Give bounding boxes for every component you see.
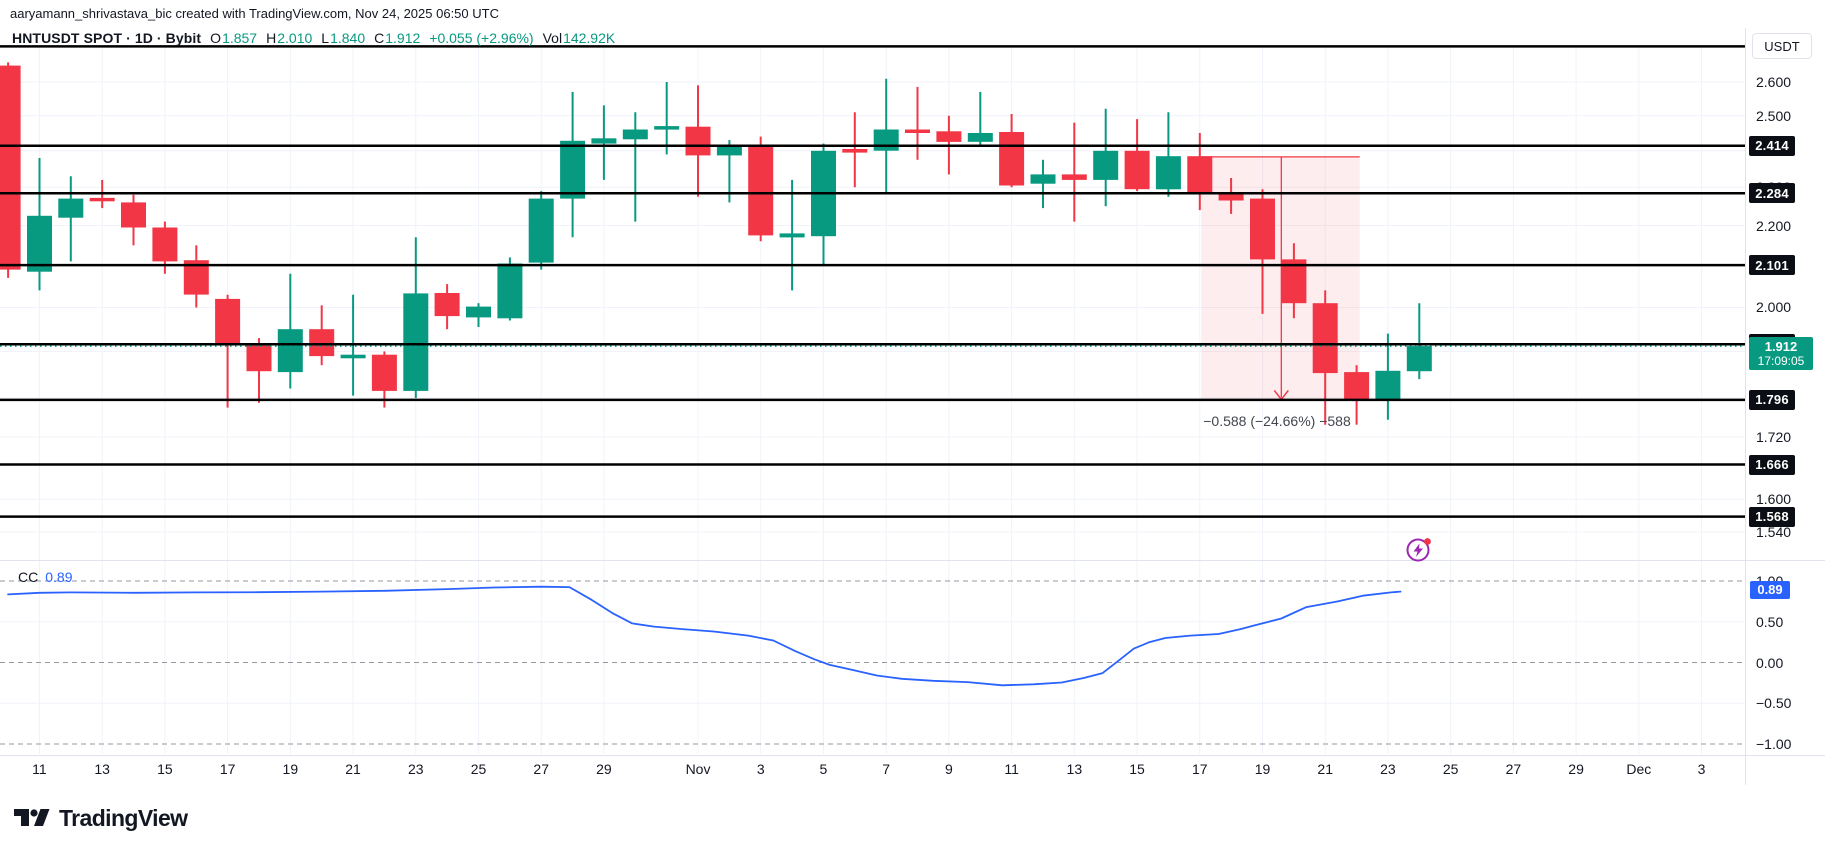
change-value: +0.055 (+2.96%) xyxy=(429,30,534,46)
candle xyxy=(1250,198,1275,260)
tradingview-logo-mark xyxy=(14,809,50,826)
candle xyxy=(1187,156,1213,193)
candle xyxy=(277,329,303,373)
candle xyxy=(58,198,84,218)
candle xyxy=(89,197,115,202)
candle xyxy=(466,306,491,318)
tradingview-logo-text: TradingView xyxy=(59,804,188,831)
symbol-title[interactable]: HNTUSDT SPOT · 1D · Bybit xyxy=(12,30,202,46)
candle xyxy=(936,131,962,142)
attribution-text: aaryamann_shrivastava_bic created with T… xyxy=(10,6,499,21)
candle xyxy=(748,144,774,236)
candle xyxy=(1344,372,1370,401)
candle xyxy=(215,298,241,344)
candle xyxy=(434,293,460,317)
candle xyxy=(1218,193,1244,201)
volume-readout: Vol 142.92K xyxy=(542,30,616,46)
candle xyxy=(999,132,1025,186)
candle xyxy=(152,227,178,262)
candle xyxy=(1155,156,1181,190)
candle xyxy=(309,329,335,357)
candle xyxy=(779,233,805,238)
candle xyxy=(685,126,711,156)
candle xyxy=(1061,174,1087,180)
cc-line xyxy=(7,585,1402,687)
candle xyxy=(497,263,523,319)
candle xyxy=(1312,303,1338,374)
candle xyxy=(0,65,21,270)
chart-canvas[interactable] xyxy=(0,0,1825,790)
candle xyxy=(27,215,52,272)
ohlc-close: C 1.912 xyxy=(374,30,421,46)
boost-icon[interactable] xyxy=(1404,534,1434,569)
candle xyxy=(560,140,586,199)
currency-toggle-button[interactable]: USDT xyxy=(1752,33,1812,59)
candle xyxy=(121,202,146,228)
indicator-legend[interactable]: CC 0.89 xyxy=(18,569,72,585)
candle xyxy=(1375,370,1401,401)
candle xyxy=(246,344,272,372)
indicator-value: 0.89 xyxy=(45,569,73,585)
tradingview-logo[interactable]: TradingView xyxy=(13,804,188,832)
candle xyxy=(967,133,993,142)
candle xyxy=(1406,346,1432,372)
candle xyxy=(842,149,868,153)
ohlc-high: H 2.010 xyxy=(266,30,313,46)
candle xyxy=(528,198,554,263)
candle xyxy=(654,126,680,130)
candle xyxy=(371,354,397,391)
measure-tool-label: −0.588 (−24.66%) −588 xyxy=(1203,413,1351,429)
candle xyxy=(716,145,742,156)
candle xyxy=(340,354,366,359)
candle xyxy=(1124,150,1150,190)
candle xyxy=(905,129,930,133)
candle xyxy=(1281,259,1307,304)
candle xyxy=(403,293,429,391)
candle xyxy=(873,129,899,151)
candle xyxy=(1093,150,1119,180)
ohlc-open: O 1.857 xyxy=(210,30,258,46)
symbol-legend[interactable]: HNTUSDT SPOT · 1D · Bybit O 1.857 H 2.010 … xyxy=(12,30,615,46)
indicator-name: CC xyxy=(18,569,39,585)
ohlc-low: L 1.840 xyxy=(321,30,366,46)
candle xyxy=(591,138,617,144)
candle xyxy=(1030,174,1056,184)
candle xyxy=(622,129,648,140)
